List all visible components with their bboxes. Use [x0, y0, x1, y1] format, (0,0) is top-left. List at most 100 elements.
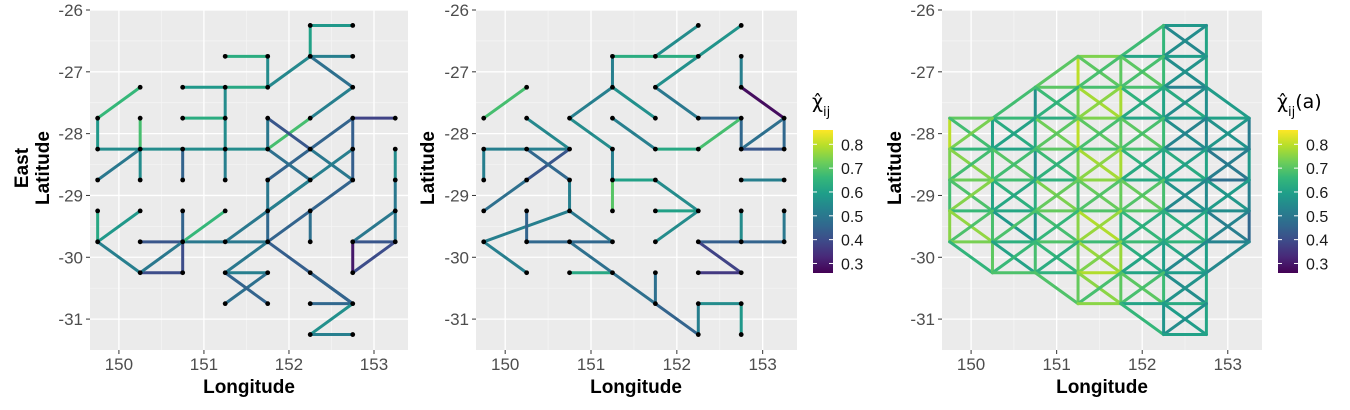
station-node: [738, 332, 744, 337]
station-node: [265, 84, 271, 90]
station-node: [652, 301, 658, 307]
station-node: [610, 53, 615, 59]
colorbar-tick-label: 0.5: [1306, 209, 1328, 226]
station-node: [481, 146, 487, 152]
colorbar-tick-label: 0.4: [841, 233, 863, 250]
station-node: [738, 23, 744, 28]
colorbar-tick-label: 0.7: [841, 161, 863, 178]
y-tick-label: -31: [444, 310, 469, 329]
x-axis-title: Longitude: [203, 377, 295, 398]
station-node: [180, 115, 186, 121]
legend-title-symbol: χ̂: [812, 91, 823, 113]
station-node: [738, 208, 744, 214]
station-node: [567, 146, 572, 152]
y-tick-label: -30: [444, 248, 469, 267]
x-axis-title: Longitude: [590, 377, 682, 398]
edge: [1076, 85, 1123, 120]
legend-title-suffix: (a): [1295, 91, 1321, 113]
y-tick-labels: -26 -27 -28 -29 -30 -31: [444, 1, 476, 329]
edge: [568, 85, 614, 120]
edge: [696, 116, 743, 151]
station-node: [738, 239, 744, 245]
edge: [568, 209, 614, 244]
edge: [1033, 271, 1080, 306]
station-node: [95, 146, 101, 152]
colorbar-tick-label: 0.6: [1306, 185, 1328, 202]
edge: [1162, 302, 1208, 337]
station-node: [652, 239, 658, 245]
edge: [568, 116, 614, 151]
station-node: [738, 146, 744, 152]
edge: [1076, 116, 1123, 151]
station-node: [610, 115, 615, 121]
edge: [525, 147, 572, 182]
edge: [990, 116, 1037, 151]
y-tick-label: -27: [58, 63, 83, 82]
edge: [1162, 271, 1208, 306]
x-tick-label: 152: [275, 355, 303, 374]
station-node: [95, 208, 101, 214]
edge: [990, 147, 1037, 182]
station-node: [567, 177, 572, 183]
station-node: [695, 115, 701, 121]
edge: [351, 240, 397, 275]
station-node: [137, 270, 143, 276]
colorbar: [813, 130, 833, 273]
station-node: [350, 84, 356, 90]
edge: [1162, 147, 1208, 182]
edge: [653, 209, 700, 244]
station-node: [222, 208, 228, 214]
network-panel-3: 150 151 152 153 -26 -27 -28 -29 -30 -31 Longitud…: [885, 1, 1262, 398]
edge: [696, 240, 743, 275]
edge: [1119, 178, 1166, 213]
edge: [525, 116, 572, 151]
y-tick-label: -26: [910, 1, 935, 20]
x-tick-label: 153: [748, 355, 776, 374]
station-node: [180, 239, 186, 245]
colorbar: [1278, 130, 1298, 273]
station-node: [695, 146, 701, 152]
x-tick-label: 150: [491, 355, 519, 374]
station-node: [350, 270, 356, 276]
colorbar-tick-labels: 0.8 0.7 0.6 0.5 0.4 0.3: [1278, 137, 1328, 273]
edge: [1033, 54, 1080, 89]
edge: [1076, 178, 1123, 213]
edge: [653, 85, 700, 120]
colorbar-tick-label: 0.6: [841, 185, 863, 202]
colorbar-legend-2: χ̂ij(a) 0.8 0.7 0.6 0.5 0.4 0.3: [1277, 91, 1328, 273]
y-axis-title-line2: Latitude: [33, 131, 54, 205]
edge: [223, 240, 270, 275]
station-node: [307, 208, 313, 214]
y-tick-label: -27: [910, 63, 935, 82]
station-node: [350, 301, 356, 307]
station-node: [610, 84, 615, 90]
edge: [1119, 116, 1166, 151]
station-node: [307, 332, 313, 337]
station-node: [524, 115, 530, 121]
edge: [1119, 240, 1166, 275]
station-node: [265, 208, 271, 214]
x-tick-label: 151: [190, 355, 218, 374]
station-node: [695, 270, 701, 276]
edge: [1033, 147, 1080, 182]
station-node: [392, 239, 398, 245]
station-node: [652, 84, 658, 90]
x-axis-title: Longitude: [1056, 377, 1148, 398]
station-node: [350, 332, 356, 337]
plot-background: [90, 10, 408, 350]
station-node: [307, 53, 313, 59]
edge: [96, 147, 142, 182]
station-node: [265, 270, 271, 276]
y-axis-title: Latitude: [418, 131, 439, 205]
station-node: [222, 301, 228, 307]
edge: [1076, 240, 1123, 275]
station-node: [350, 239, 356, 245]
edge: [990, 209, 1037, 244]
station-node: [567, 239, 572, 245]
station-node: [392, 115, 398, 121]
station-node: [180, 177, 186, 183]
edge: [1162, 240, 1208, 275]
x-tick-label: 150: [105, 355, 133, 374]
station-node: [222, 84, 228, 90]
y-tick-label: -28: [910, 125, 935, 144]
